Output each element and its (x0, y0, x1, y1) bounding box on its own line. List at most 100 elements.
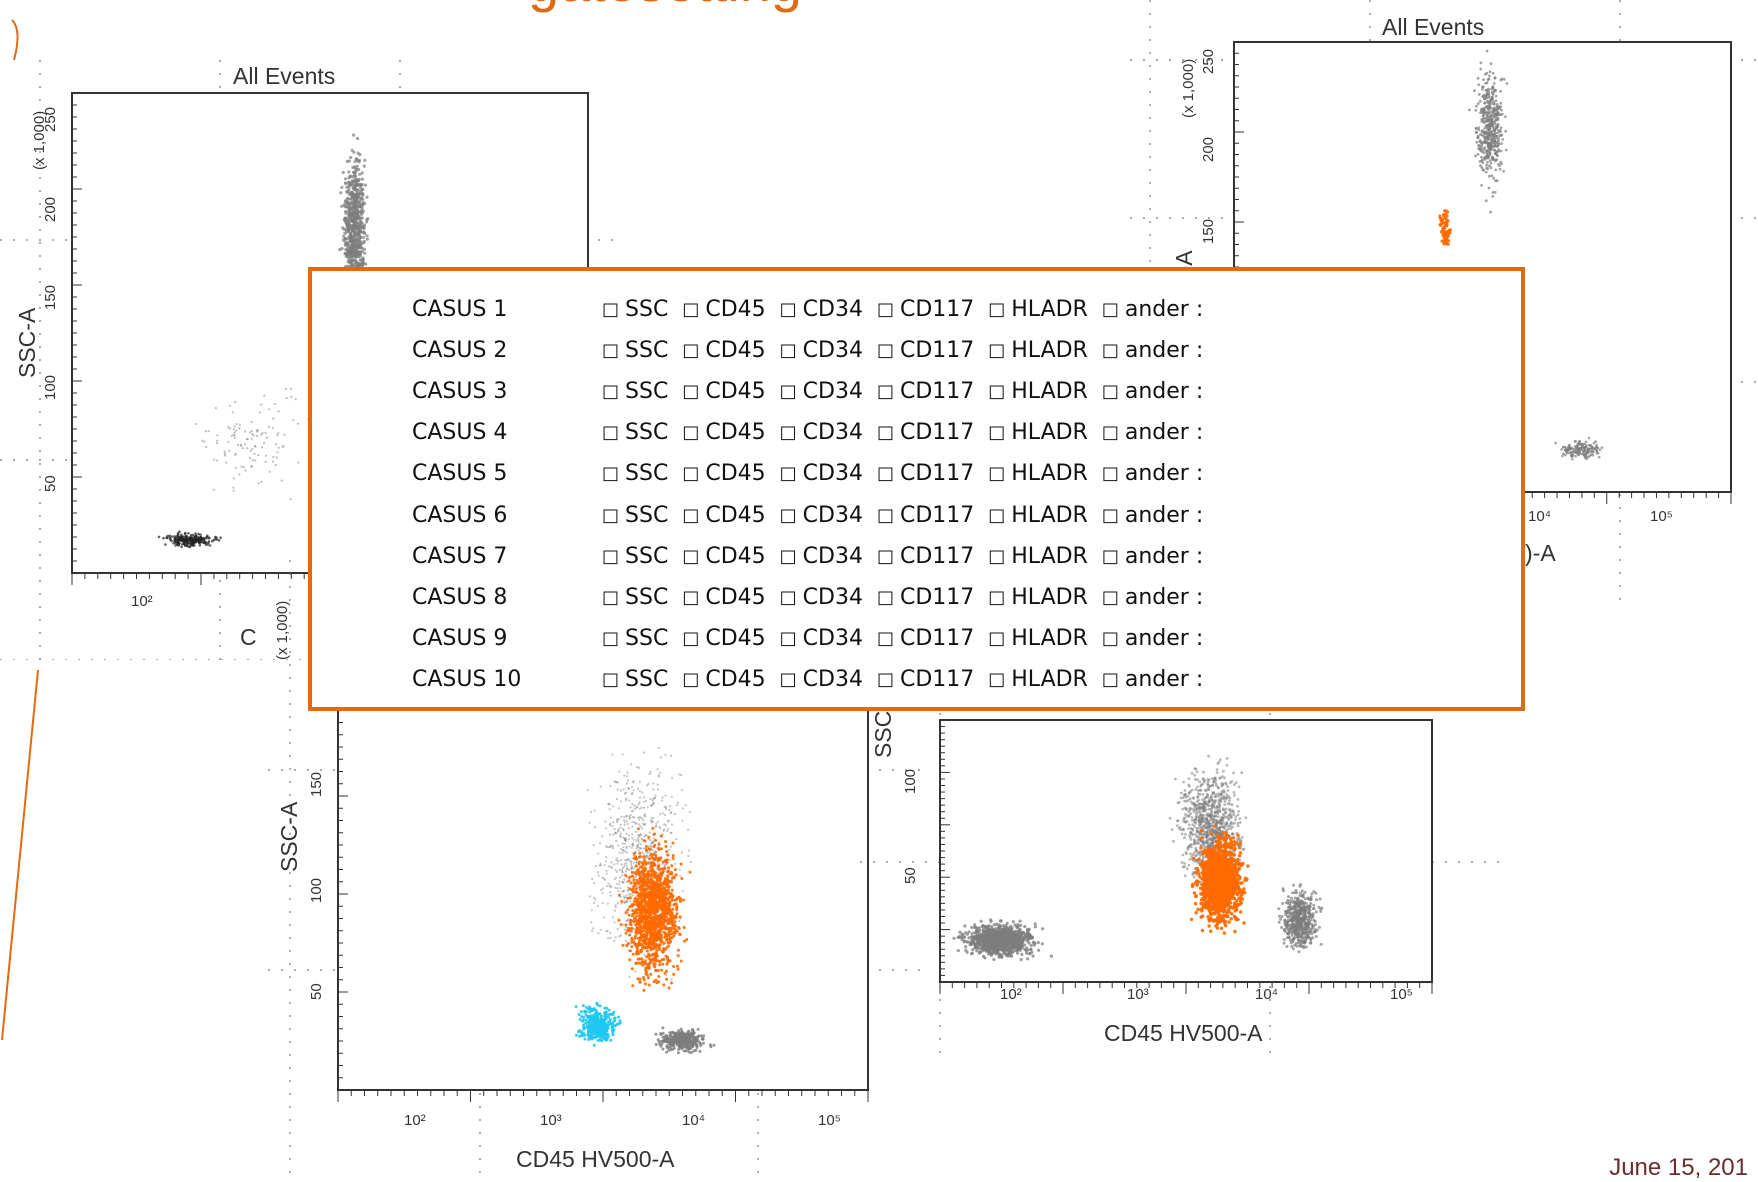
checkbox-icon: □ (1102, 587, 1119, 608)
case-option-checkbox[interactable]: □ander : (1102, 585, 1203, 610)
case-option-checkbox[interactable]: □ander : (1102, 626, 1203, 651)
case-option-checkbox[interactable]: □ander : (1102, 297, 1203, 322)
case-option-checkbox[interactable]: □CD34 (780, 503, 863, 528)
checkbox-icon: □ (988, 422, 1005, 443)
case-option-checkbox[interactable]: □HLADR (988, 667, 1088, 692)
checkbox-icon: □ (780, 669, 797, 690)
plot-4-y-tick: 50 (902, 867, 919, 884)
case-option-checkbox[interactable]: □SSC (602, 338, 668, 363)
checkbox-icon: □ (682, 340, 699, 361)
plot-3-y-label: SSC-A (276, 802, 303, 872)
case-option-checkbox[interactable]: □SSC (602, 297, 668, 322)
case-option-checkbox[interactable]: □CD117 (877, 667, 974, 692)
option-label: CD45 (705, 461, 765, 486)
case-option-checkbox[interactable]: □HLADR (988, 461, 1088, 486)
checkbox-icon: □ (988, 299, 1005, 320)
slide-title: gatesetting (528, 0, 802, 10)
case-option-checkbox[interactable]: □CD45 (682, 379, 765, 404)
checkbox-icon: □ (780, 381, 797, 402)
case-option-checkbox[interactable]: □ander : (1102, 503, 1203, 528)
case-option-checkbox[interactable]: □SSC (602, 667, 668, 692)
case-option-checkbox[interactable]: □CD117 (877, 338, 974, 363)
option-label: HLADR (1011, 585, 1088, 610)
case-option-checkbox[interactable]: □HLADR (988, 626, 1088, 651)
case-option-checkbox[interactable]: □SSC (602, 503, 668, 528)
case-option-checkbox[interactable]: □CD34 (780, 667, 863, 692)
case-option-checkbox[interactable]: □CD45 (682, 585, 765, 610)
case-option-checkbox[interactable]: □HLADR (988, 544, 1088, 569)
case-label: CASUS 7 (412, 544, 602, 569)
case-option-checkbox[interactable]: □CD34 (780, 626, 863, 651)
plot-4-x-tick: 10⁴ (1255, 986, 1278, 1003)
plot-1-title: All Events (233, 63, 335, 90)
case-option-checkbox[interactable]: □ander : (1102, 379, 1203, 404)
case-option-checkbox[interactable]: □CD117 (877, 626, 974, 651)
case-option-checkbox[interactable]: □CD45 (682, 503, 765, 528)
checkbox-icon: □ (602, 587, 619, 608)
case-option-checkbox[interactable]: □CD117 (877, 379, 974, 404)
checkbox-icon: □ (780, 587, 797, 608)
case-option-checkbox[interactable]: □CD117 (877, 585, 974, 610)
case-option-checkbox[interactable]: □HLADR (988, 338, 1088, 363)
checkbox-icon: □ (877, 381, 894, 402)
case-option-checkbox[interactable]: □CD45 (682, 626, 765, 651)
case-label: CASUS 1 (412, 297, 602, 322)
case-option-checkbox[interactable]: □CD117 (877, 420, 974, 445)
case-label: CASUS 2 (412, 338, 602, 363)
checkbox-icon: □ (602, 628, 619, 649)
option-label: CD117 (900, 338, 974, 363)
option-label: HLADR (1011, 544, 1088, 569)
case-option-checkbox[interactable]: □SSC (602, 544, 668, 569)
option-label: CD34 (803, 338, 863, 363)
case-option-checkbox[interactable]: □SSC (602, 420, 668, 445)
case-option-checkbox[interactable]: □ SSC (602, 626, 668, 651)
case-option-checkbox[interactable]: □ HLADR (988, 297, 1088, 322)
case-option-checkbox[interactable]: □ander : (1102, 667, 1203, 692)
case-option-checkbox[interactable]: □CD117 (877, 297, 974, 322)
case-row: CASUS 1□SSC □CD45 □CD34 □CD117 □ HLADR □ander … (412, 291, 1217, 327)
plot-3-x-tick: 10⁴ (682, 1112, 705, 1129)
case-option-checkbox[interactable]: □CD45 (682, 461, 765, 486)
plot-3-y-scale: (x 1,000) (274, 601, 291, 660)
case-option-checkbox[interactable]: □CD34 (780, 297, 863, 322)
case-row: CASUS 9□SSC□CD45□CD34□CD117□HLADR□ander … (412, 621, 1217, 657)
option-label: CD117 (900, 461, 974, 486)
case-option-checkbox[interactable]: □SSC (602, 585, 668, 610)
case-option-checkbox[interactable]: □CD117 (877, 544, 974, 569)
case-option-checkbox[interactable]: □CD45 (682, 420, 765, 445)
case-option-checkbox[interactable]: □HLADR (988, 420, 1088, 445)
case-option-checkbox[interactable]: □ CD34 (780, 379, 863, 404)
case-option-checkbox[interactable]: □CD34 (780, 338, 863, 363)
checkbox-icon: □ (877, 628, 894, 649)
case-option-checkbox[interactable]: □ander : (1102, 338, 1203, 363)
option-label: SSC (625, 544, 668, 569)
option-label: SSC (625, 626, 668, 651)
case-option-checkbox[interactable]: □SSC (602, 461, 668, 486)
case-option-checkbox[interactable]: □CD34 (780, 585, 863, 610)
option-label: HLADR (1011, 626, 1088, 651)
option-label: CD117 (900, 544, 974, 569)
checkbox-icon: □ (602, 381, 619, 402)
case-option-checkbox[interactable]: □CD45 (682, 544, 765, 569)
case-option-checkbox[interactable]: □ander : (1102, 420, 1203, 445)
case-option-checkbox[interactable]: □CD117 (877, 503, 974, 528)
case-option-checkbox[interactable]: □HLADR (988, 503, 1088, 528)
case-option-checkbox[interactable]: □ander : (1102, 461, 1203, 486)
case-option-checkbox[interactable]: □CD45 (682, 297, 765, 322)
plot-3-x-tick: 10³ (540, 1112, 562, 1129)
case-option-checkbox[interactable]: □SSC (602, 379, 668, 404)
case-option-checkbox[interactable]: □CD34 (780, 420, 863, 445)
case-option-checkbox[interactable]: □CD45 (682, 667, 765, 692)
case-option-checkbox[interactable]: □HLADR (988, 379, 1088, 404)
option-label: HLADR (1011, 297, 1088, 322)
case-row: CASUS 2□SSC□CD45□CD34□CD117□HLADR□ander … (412, 332, 1217, 368)
option-label: HLADR (1011, 667, 1088, 692)
case-option-checkbox[interactable]: □CD34 (780, 544, 863, 569)
case-option-checkbox[interactable]: □HLADR (988, 585, 1088, 610)
option-label: CD34 (803, 379, 863, 404)
case-option-checkbox[interactable]: □ander : (1102, 544, 1203, 569)
case-option-checkbox[interactable]: □CD117 (877, 461, 974, 486)
case-option-checkbox[interactable]: □CD34 (780, 461, 863, 486)
option-label: SSC (625, 503, 668, 528)
case-option-checkbox[interactable]: □CD45 (682, 338, 765, 363)
